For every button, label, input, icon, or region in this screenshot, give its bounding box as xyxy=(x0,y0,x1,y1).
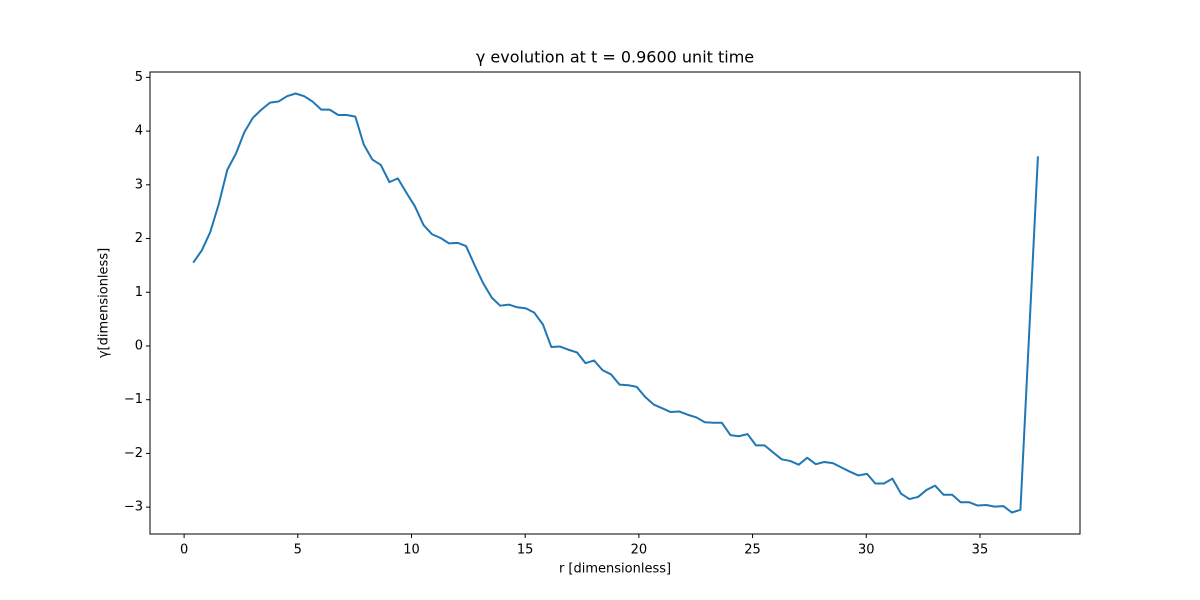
data-line xyxy=(192,92,1039,514)
x-tick-label: 20 xyxy=(631,543,648,558)
y-axis-label: γ[dimensionless] xyxy=(97,248,112,358)
y-tick-label: 2 xyxy=(135,231,143,246)
y-tick-label: 3 xyxy=(135,177,143,192)
x-tick-label: 15 xyxy=(517,543,534,558)
y-tick-label: −2 xyxy=(124,446,143,461)
y-tick-label: 1 xyxy=(135,285,143,300)
chart-title: γ evolution at t = 0.9600 unit time xyxy=(476,48,754,67)
x-tick-label: 5 xyxy=(294,543,302,558)
x-axis-label: r [dimensionless] xyxy=(559,562,671,577)
y-tick-label: −3 xyxy=(124,500,143,515)
y-tick-label: −1 xyxy=(124,392,143,407)
plot-frame xyxy=(149,71,1081,535)
x-tick-label: 30 xyxy=(858,543,875,558)
x-tick-label: 10 xyxy=(403,543,420,558)
y-tick-label: 4 xyxy=(135,124,143,139)
x-tick-label: 35 xyxy=(972,543,989,558)
y-tick-label: 5 xyxy=(135,70,143,85)
x-tick-label: 0 xyxy=(180,543,188,558)
y-tick-label: 0 xyxy=(135,338,143,353)
x-tick-label: 25 xyxy=(744,543,761,558)
